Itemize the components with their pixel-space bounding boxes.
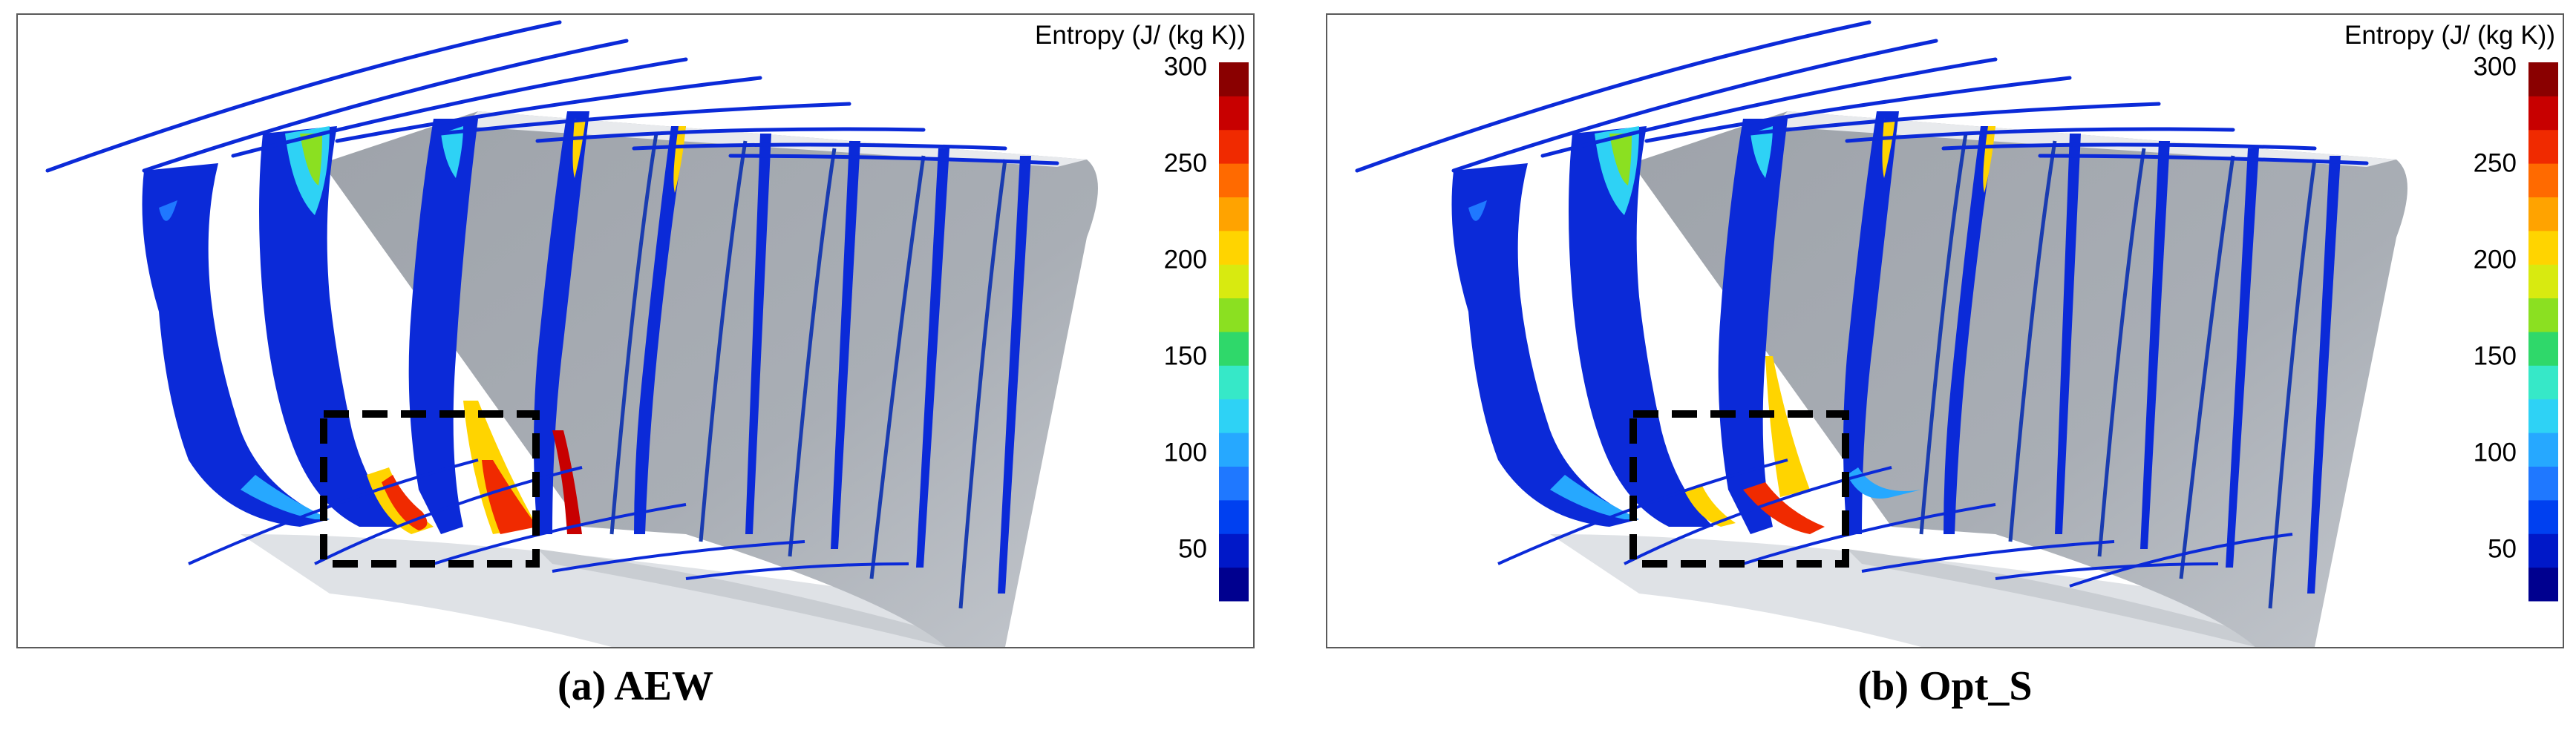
colorbar-swatch [1219,365,1249,400]
colorbar-swatch [1219,433,1249,467]
tip-chords [45,20,1059,173]
colorbar-swatch [2528,264,2558,299]
colorbar-swatch [1219,499,1249,534]
colorbar-tick: 250 [2473,148,2517,178]
colorbar-swatch [1219,466,1249,501]
colorbar-swatch [1219,197,1249,231]
colorbar-tick: 50 [1178,534,1207,564]
colorbar-swatch [1219,163,1249,197]
colorbar-ticks: 300 250 200 150 100 50 [2426,15,2523,647]
colorbar-tick: 100 [2473,438,2517,467]
casing-surface [1632,111,2407,647]
colorbar-swatch [1219,264,1249,299]
colorbar-swatch [2528,433,2558,467]
colorbar-swatch [2528,197,2558,231]
colorbar-swatch [2528,298,2558,332]
colorbar-swatch [1219,533,1249,568]
colorbar-swatch [1219,230,1249,265]
blade-outlines [609,133,1007,609]
colorbar-swatch [2528,466,2558,501]
colorbar-swatch [1219,398,1249,433]
highlight-box [1629,410,1849,568]
colorbar-tick: 200 [1163,245,1207,275]
colorbar-tick: 100 [1163,438,1207,467]
colorbar-tick: 50 [2488,534,2517,564]
casing-surface [322,111,1098,647]
colorbar-swatch [2528,567,2558,602]
colorbar-swatch [2528,230,2558,265]
blade-outlines [1919,133,2317,609]
colorbar-tick: 300 [1163,52,1207,82]
panel-caption-a: (a) AEW [558,663,713,709]
figure-panel-b: Entropy (J/ (kg K)) 300 250 200 150 100 … [1326,13,2564,648]
colorbar-swatch [2528,163,2558,197]
highlight-box [320,410,540,568]
colorbar-swatch [2528,96,2558,131]
cfd-scene-b [1355,20,2558,647]
entropy-contours [142,111,1031,594]
cfd-scene-a [45,20,1249,647]
colorbar-swatch [1219,96,1249,131]
colorbar-swatch [2528,332,2558,366]
colorbar-swatch [2528,129,2558,164]
colorbar-tick: 300 [2473,52,2517,82]
colorbar-ticks: 300 250 200 150 100 50 [1117,15,1213,647]
colorbar-swatch [2528,499,2558,534]
colorbar-swatch [2528,533,2558,568]
colorbar-tick: 150 [2473,341,2517,371]
colorbar-swatch [1219,129,1249,164]
hub-chords [1497,458,2293,588]
colorbar-swatch [1219,332,1249,366]
colorbar-title: Entropy (J/ (kg K)) [2344,21,2555,50]
colorbar-swatch [1219,298,1249,332]
hub-chords [188,458,909,580]
colorbar-swatch [1219,62,1249,96]
colorbar-title: Entropy (J/ (kg K)) [1035,21,1246,50]
colorbar [2528,62,2558,602]
colorbar-swatch [2528,62,2558,96]
colorbar-tick: 250 [1163,148,1207,178]
colorbar-tick: 200 [2473,245,2517,275]
colorbar-tick: 150 [1163,341,1207,371]
tip-chords [1355,20,2369,173]
figure-panel-a: Entropy (J/ (kg K)) 300 250 200 150 100 … [16,13,1255,648]
colorbar-swatch [2528,365,2558,400]
colorbar-swatch [2528,398,2558,433]
entropy-contours [1451,111,2341,594]
colorbar [1219,62,1249,602]
panel-caption-b: (b) Opt_S [1857,663,2033,709]
colorbar-swatch [1219,567,1249,602]
